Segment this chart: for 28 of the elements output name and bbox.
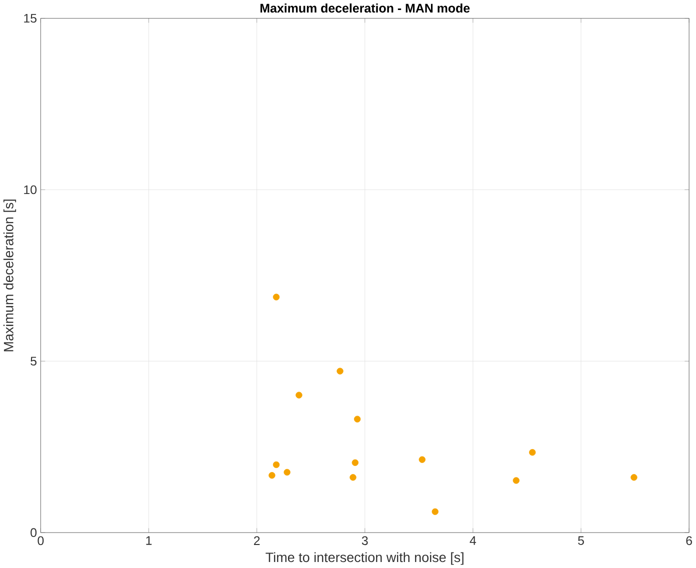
point	[432, 508, 438, 515]
point	[296, 392, 302, 398]
point	[529, 448, 536, 456]
point	[512, 477, 520, 484]
x-tick-label: 3	[362, 536, 368, 545]
x-tick-label: 4	[470, 536, 476, 545]
point	[272, 461, 280, 468]
point	[418, 456, 426, 463]
y-tick-label: 5	[30, 356, 36, 366]
x-tick-label: 1	[146, 536, 152, 545]
x-tick-label: 0	[38, 536, 44, 545]
y-axis-title: Maximum deceleration [s]	[3, 199, 16, 352]
y-tick-label: 15	[24, 14, 36, 23]
chart-title: Maximum deceleration - MAN mode	[260, 3, 470, 12]
x-axis-title: Time to intersection with noise [s]	[266, 552, 464, 565]
point	[272, 294, 280, 300]
point	[268, 472, 276, 479]
point	[352, 459, 358, 466]
y-tick-label: 10	[24, 185, 37, 194]
x-tick-label: 5	[578, 536, 584, 545]
x-tick-label: 6	[686, 536, 692, 545]
point	[284, 468, 290, 476]
y-tick-label: 0	[30, 528, 37, 537]
point	[336, 368, 344, 374]
point	[350, 474, 356, 481]
point	[354, 416, 361, 422]
point	[630, 474, 638, 481]
x-tick-label: 2	[254, 536, 260, 545]
